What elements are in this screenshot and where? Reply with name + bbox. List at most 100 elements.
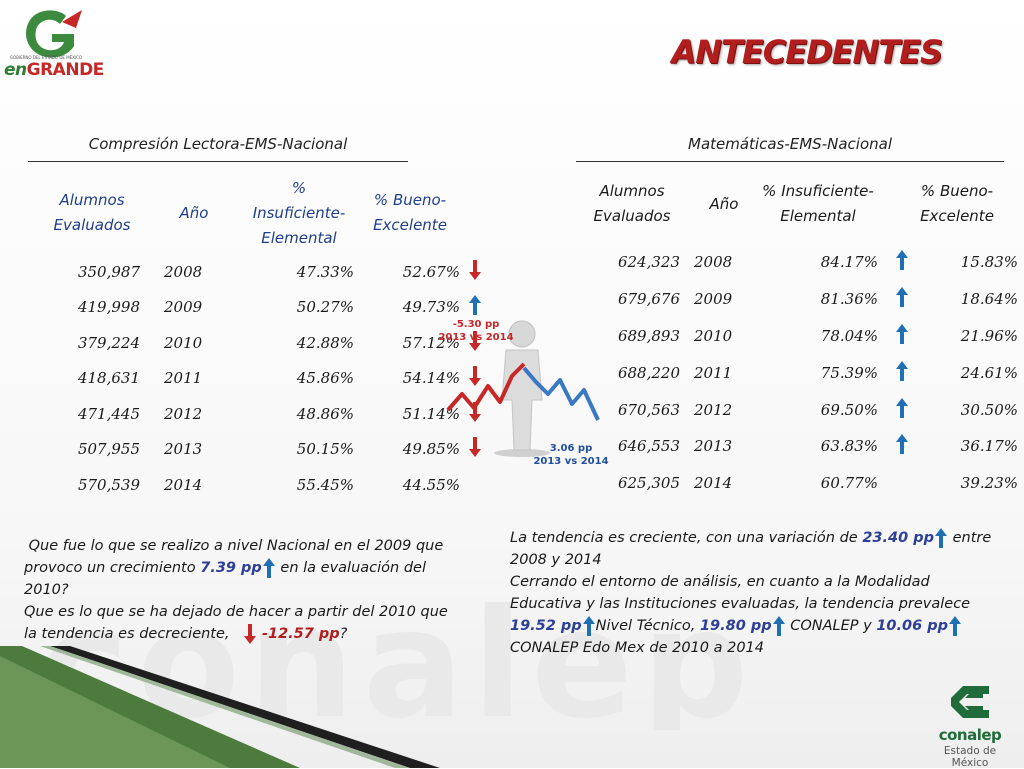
cell-bueno: 54.14% xyxy=(402,369,460,388)
rt-value-1: 23.40 pp xyxy=(862,530,934,546)
red-note-value: -5.30 pp xyxy=(452,319,500,330)
right-table-title: Matemáticas-EMS-Nacional xyxy=(688,135,892,153)
logo-tagline: GOBIERNO DEL ESTADO DE MÉXICO xyxy=(9,55,83,60)
cell-insuficiente: 75.39% xyxy=(820,363,878,382)
p1-value: 7.39 pp xyxy=(200,560,262,576)
arrow-up-icon xyxy=(878,281,926,318)
cell-alumnos: 379,224 xyxy=(77,333,140,352)
cell-anio: 2010 xyxy=(694,326,733,345)
arrow-up-icon xyxy=(948,615,962,637)
p1-text-b: en la evaluación del 2010? xyxy=(24,560,426,598)
cell-bueno: 15.83% xyxy=(960,253,1018,272)
logo-wordmark: enGRANDE xyxy=(4,60,104,80)
arrow-up-icon xyxy=(262,557,276,579)
cell-anio: 2009 xyxy=(164,298,203,317)
p2-text-a: Que es lo que se ha dejado de hacer a pa… xyxy=(24,604,448,642)
cell-insuficiente: 60.77% xyxy=(820,474,878,493)
gobierno-logo-icon xyxy=(26,10,82,58)
cell-bueno: 49.85% xyxy=(402,440,460,459)
matematicas-table-body: 624,323 2008 84.17% 15.83% 679,676 2009 81.36%… xyxy=(560,244,1018,502)
rt-text-c: Cerrando el entorno de análisis, en cuan… xyxy=(510,574,971,612)
table-row: 624,323 2008 84.17% 15.83% xyxy=(560,244,1018,281)
table-row: 418,631 2011 45.86% 54.14% xyxy=(30,361,490,397)
cell-alumnos: 350,987 xyxy=(77,262,140,281)
cell-alumnos: 646,553 xyxy=(617,437,680,456)
cell-anio: 2014 xyxy=(164,475,203,494)
cell-anio: 2008 xyxy=(694,253,733,272)
cell-anio: 2010 xyxy=(164,333,203,352)
left-paragraph-1: Que fue lo que se realizo a nivel Nacion… xyxy=(24,535,464,601)
cell-bueno: 36.17% xyxy=(960,437,1018,456)
table-row: 471,445 2012 48.86% 51.14% xyxy=(30,396,490,432)
cell-insuficiente: 50.15% xyxy=(296,440,354,459)
p2-text-b: ? xyxy=(339,626,348,642)
matematicas-table: Alumnos Evaluados Año % Insuficiente-Ele… xyxy=(560,164,1018,502)
left-table-rule xyxy=(28,161,408,162)
table-row: 570,539 2014 55.45% 44.55% xyxy=(30,467,490,503)
cell-anio: 2011 xyxy=(694,363,733,382)
page-title: ANTECEDENTES xyxy=(671,33,943,71)
cell-bueno: 49.73% xyxy=(402,298,460,317)
figure-person-trend-illustration xyxy=(446,320,600,457)
cell-anio: 2014 xyxy=(694,474,733,493)
table-row: 679,676 2009 81.36% 18.64% xyxy=(560,281,1018,318)
header-anio: Año xyxy=(709,194,739,213)
cell-anio: 2012 xyxy=(164,404,203,423)
conalep-logo-icon xyxy=(951,686,989,718)
cell-bueno: 51.14% xyxy=(402,404,460,423)
arrow-down-icon xyxy=(460,254,490,290)
cell-bueno: 52.67% xyxy=(402,262,460,281)
rt-value-4: 10.06 pp xyxy=(876,618,948,634)
cell-insuficiente: 47.33% xyxy=(296,262,354,281)
header-bueno: % Bueno-Excelente xyxy=(920,182,994,225)
arrow-down-icon xyxy=(460,432,490,468)
cell-insuficiente: 55.45% xyxy=(296,475,354,494)
p2-value: -12.57 pp xyxy=(261,626,340,642)
arrow-up-icon xyxy=(460,290,490,326)
red-note-period: 2013 vs 2014 xyxy=(438,332,514,343)
cell-alumnos: 507,955 xyxy=(77,440,140,459)
conalep-name: conalep xyxy=(938,726,1002,744)
cell-alumnos: 679,676 xyxy=(617,290,680,309)
cell-bueno: 30.50% xyxy=(960,400,1018,419)
cell-anio: 2008 xyxy=(164,262,203,281)
arrow-down-icon xyxy=(460,325,490,361)
table-row: 646,553 2013 63.83% 36.17% xyxy=(560,428,1018,465)
arrow-up-icon xyxy=(878,244,926,281)
cell-alumnos: 688,220 xyxy=(617,363,680,382)
table-row: 625,305 2014 60.77% 39.23% xyxy=(560,465,1018,502)
blue-note-period: 2013 vs 2014 xyxy=(533,456,609,467)
lectora-table: Alumnos Evaluados Año % Insuficiente-Ele… xyxy=(30,172,490,503)
conalep-logo: conalep Estado de México xyxy=(924,684,1016,769)
cell-insuficiente: 42.88% xyxy=(296,333,354,352)
cell-insuficiente: 63.83% xyxy=(820,437,878,456)
cell-insuficiente: 50.27% xyxy=(296,298,354,317)
conalep-subtitle: Estado de México xyxy=(943,745,997,769)
cell-bueno: 44.55% xyxy=(402,475,460,494)
cell-insuficiente: 45.86% xyxy=(296,369,354,388)
rt-text-b: entre 2008 y 2014 xyxy=(510,530,992,568)
arrow-down-icon xyxy=(460,361,490,397)
table-row: 688,220 2011 75.39% 24.61% xyxy=(560,354,1018,391)
logo-word-en: en xyxy=(4,60,27,80)
cell-bueno: 57.12% xyxy=(402,333,460,352)
cell-alumnos: 570,539 xyxy=(77,475,140,494)
cell-bueno: 39.23% xyxy=(960,474,1018,493)
rt-text-d: Nivel Técnico, xyxy=(595,618,700,634)
rt-text-f: CONALEP Edo Mex de 2010 a 2014 xyxy=(510,640,765,656)
cell-alumnos: 419,998 xyxy=(77,298,140,317)
cell-alumnos: 625,305 xyxy=(617,474,680,493)
cell-alumnos: 418,631 xyxy=(77,369,140,388)
cell-insuficiente: 78.04% xyxy=(820,326,878,345)
arrow-down-icon xyxy=(243,623,257,645)
header-insuficiente: % Insuficiente-Elemental xyxy=(252,178,346,247)
table-row: 419,998 2009 50.27% 49.73% xyxy=(30,290,490,326)
left-table-title: Compresión Lectora-EMS-Nacional xyxy=(88,135,348,153)
arrow-down-icon xyxy=(460,396,490,432)
header-alumnos: Alumnos Evaluados xyxy=(53,191,131,234)
left-commentary: Que fue lo que se realizo a nivel Nacion… xyxy=(24,535,464,645)
header-insuficiente: % Insuficiente-Elemental xyxy=(762,182,874,225)
cell-bueno: 24.61% xyxy=(960,363,1018,382)
cell-alumnos: 471,445 xyxy=(77,404,140,423)
cell-alumnos: 689,893 xyxy=(617,326,680,345)
